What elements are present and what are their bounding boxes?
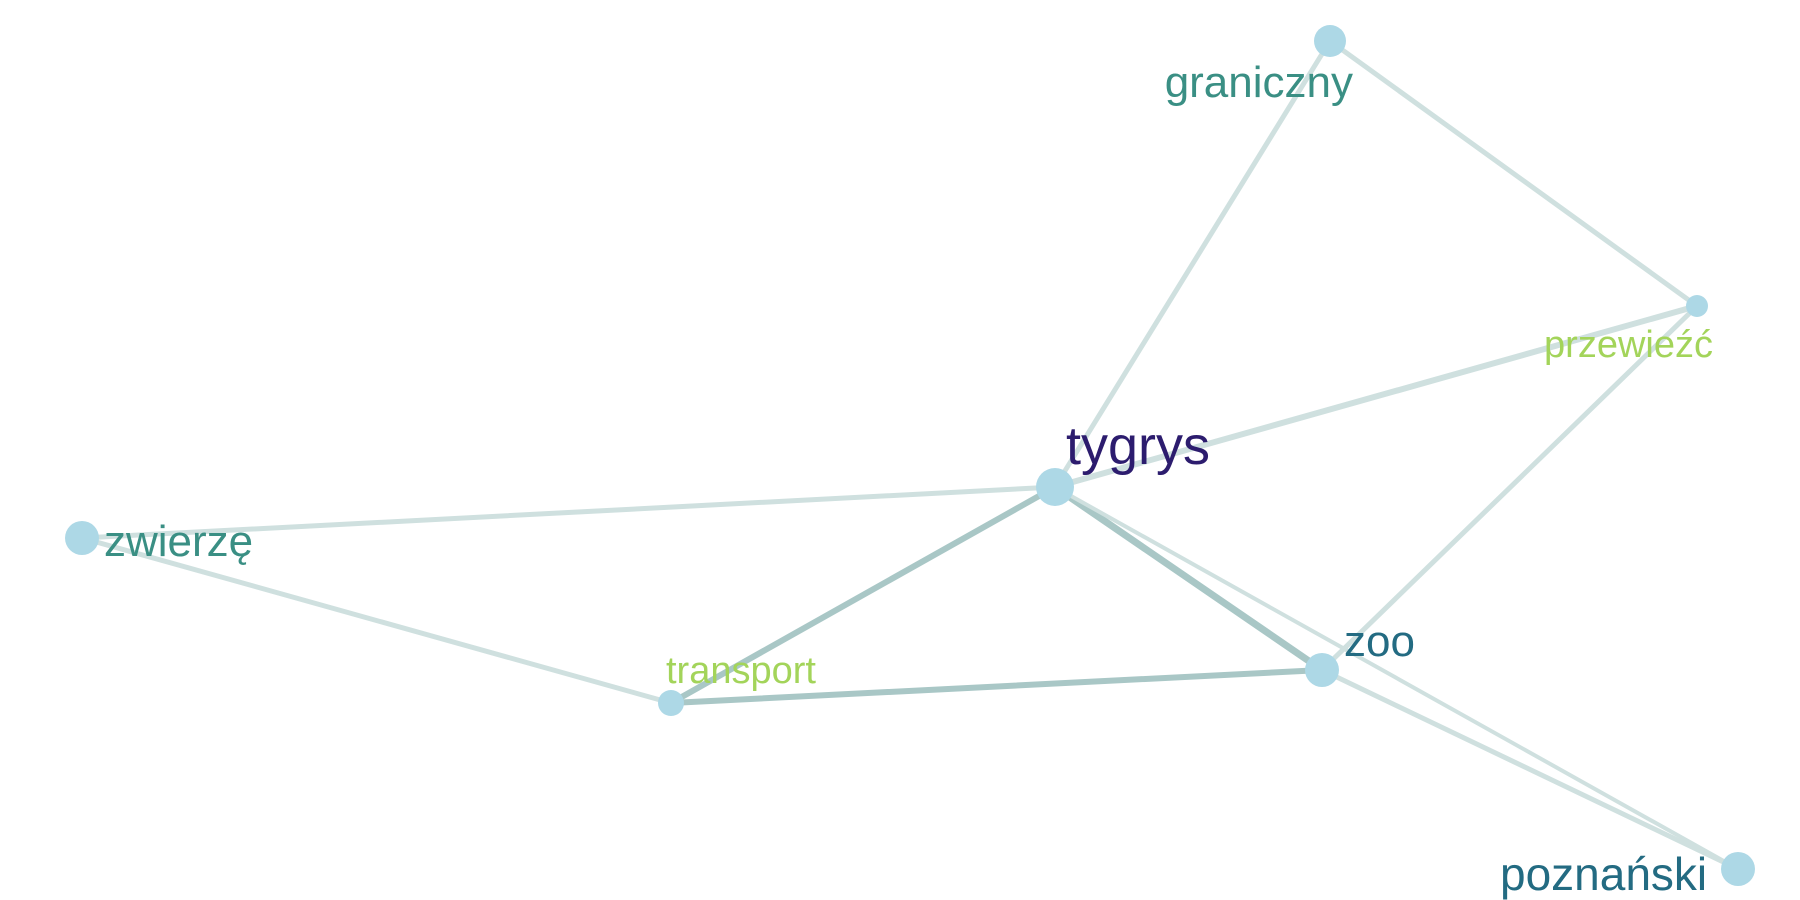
nodes-layer <box>65 25 1755 886</box>
edge-graniczny-tygrys <box>1052 38 1333 490</box>
node-poznanski <box>1721 852 1755 886</box>
edge-graniczny-przewiezc <box>1327 38 1700 309</box>
edge-tygrys-poznanski <box>1053 485 1740 871</box>
node-zwierze <box>65 521 99 555</box>
node-transport <box>658 690 684 716</box>
edge-zwierze-transport <box>79 535 674 706</box>
node-label-transport: transport <box>666 650 816 692</box>
edge-transport-zoo <box>668 667 1325 706</box>
edges-layer <box>79 38 1741 872</box>
node-label-przewiezc: przewieźć <box>1544 324 1713 366</box>
edge-tygrys-transport <box>668 484 1058 706</box>
edge-tygrys-przewiezc <box>1052 303 1700 490</box>
node-zoo <box>1305 653 1339 687</box>
node-przewiezc <box>1686 295 1708 317</box>
edge-zoo-poznanski <box>1319 667 1741 872</box>
node-label-graniczny: graniczny <box>1165 58 1353 107</box>
edge-tygrys-zoo <box>1051 483 1326 674</box>
labels-layer: tygrys graniczny przewieźć zwierzę transport… <box>104 58 1713 900</box>
node-label-poznanski: poznański <box>1500 848 1707 900</box>
node-label-zoo: zoo <box>1344 617 1415 666</box>
edge-tygrys-zwierze <box>79 484 1058 541</box>
node-label-zwierze: zwierzę <box>104 517 253 566</box>
node-graniczny <box>1314 25 1346 57</box>
node-label-tygrys: tygrys <box>1066 416 1210 476</box>
node-tygrys <box>1036 468 1074 506</box>
edge-zoo-przewiezc <box>1319 303 1700 673</box>
